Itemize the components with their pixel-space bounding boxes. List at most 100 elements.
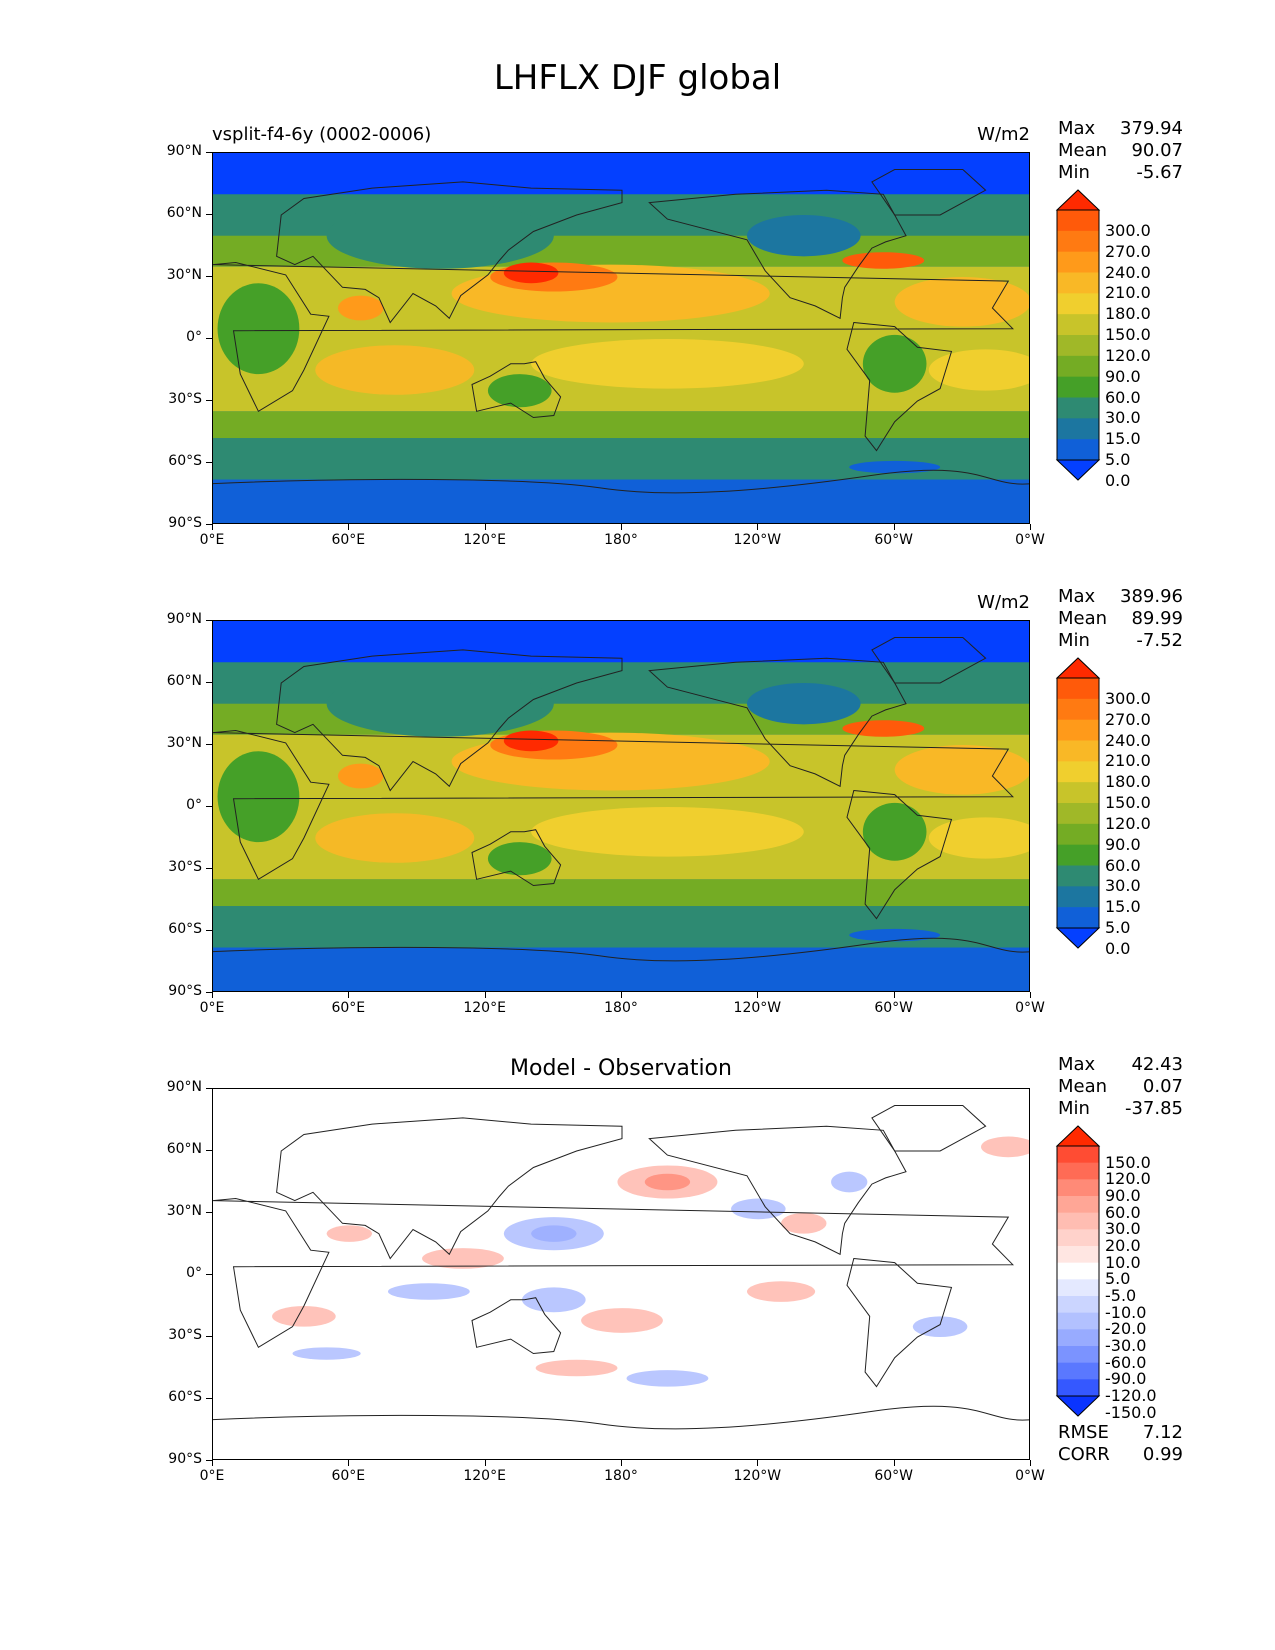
- colorbar-tick-label: 240.0: [1105, 262, 1151, 282]
- colorbar-extend-max: [1055, 657, 1101, 679]
- stat-label: Min: [1058, 1098, 1090, 1119]
- colorbar-tick-label: -90.0: [1105, 1369, 1147, 1389]
- tick-mark: [348, 992, 350, 998]
- colorbar-segment: [1057, 1279, 1099, 1297]
- colorbar: [1055, 1125, 1101, 1417]
- stat-value: 379.94: [1120, 118, 1183, 139]
- colorbar-segment: [1057, 803, 1099, 825]
- colorbar-segment: [1057, 1246, 1099, 1264]
- tick-mark: [206, 1150, 212, 1151]
- colorbar-extend-min: [1055, 1395, 1101, 1417]
- colorbar-segment: [1057, 1346, 1099, 1364]
- colorbar-segment: [1057, 355, 1099, 378]
- figure-title: LHFLX DJF global: [493, 58, 782, 98]
- tick-mark: [1030, 1460, 1031, 1466]
- colorbar-segment: [1057, 844, 1099, 866]
- units-label: W/m2: [977, 592, 1030, 613]
- stat-value: 90.07: [1131, 140, 1183, 161]
- colorbar-tick-label: 20.0: [1105, 1236, 1141, 1255]
- stat-row: Max 379.94: [1058, 118, 1183, 140]
- colorbar-tick-label: 270.0: [1105, 241, 1151, 261]
- lat-tick-label: 60°N: [166, 1141, 202, 1157]
- colorbar-tick-label: -5.0: [1105, 1286, 1137, 1305]
- tick-mark: [206, 620, 212, 621]
- stat-value: 42.43: [1131, 1054, 1183, 1075]
- stat-label: RMSE: [1058, 1422, 1109, 1443]
- lon-tick-label: 0°W: [1015, 532, 1045, 548]
- tick-mark: [1030, 524, 1031, 530]
- lat-tick-label: 0°: [186, 329, 202, 345]
- colorbar-segment: [1057, 210, 1099, 232]
- stat-label: Min: [1058, 162, 1090, 183]
- colorbar-tick-label: 0.0: [1105, 938, 1131, 958]
- colorbar-segment: [1057, 376, 1099, 398]
- tick-mark: [206, 930, 212, 931]
- lon-tick-label: 60°E: [331, 1000, 366, 1016]
- tick-mark: [757, 524, 759, 530]
- colorbar-segment: [1057, 1179, 1099, 1197]
- stats-box: Max 379.94 Mean 90.07 Min -5.67: [1058, 118, 1183, 184]
- lat-tick-label: 60°S: [168, 1389, 202, 1405]
- stat-value: 0.99: [1142, 1444, 1183, 1465]
- colorbar-tick-label: 210.0: [1105, 283, 1151, 303]
- lon-tick-label: 0°E: [199, 532, 225, 548]
- tick-mark: [206, 868, 212, 869]
- tick-mark: [206, 152, 212, 153]
- stats-box: Max 42.43 Mean 0.07 Min -37.85: [1058, 1054, 1183, 1120]
- colorbar-tick-label: 5.0: [1105, 918, 1131, 937]
- tick-mark: [206, 992, 212, 993]
- tick-mark: [206, 1212, 212, 1213]
- lat-tick-label: 30°N: [166, 1203, 202, 1219]
- tick-mark: [212, 992, 213, 998]
- lat-tick-label: 30°S: [168, 859, 202, 875]
- map-plot: [212, 152, 1030, 524]
- tick-mark: [206, 1336, 212, 1337]
- lat-tick-label: 30°N: [166, 267, 202, 283]
- colorbar-tick-label: 210.0: [1105, 751, 1151, 771]
- colorbar-segment: [1057, 314, 1099, 336]
- tick-mark: [206, 744, 212, 745]
- colorbar: [1055, 657, 1101, 949]
- tick-mark: [348, 524, 350, 530]
- colorbar-segment: [1057, 823, 1099, 846]
- colorbar-tick-label: 5.0: [1105, 450, 1131, 469]
- stat-label: Max: [1058, 1054, 1096, 1075]
- colorbar-tick-label: -150.0: [1105, 1402, 1157, 1422]
- colorbar-tick-label: -20.0: [1105, 1319, 1147, 1339]
- panel-title: Model - Observation: [510, 1056, 732, 1081]
- lon-tick-label: 120°W: [733, 532, 782, 548]
- tick-mark: [1030, 992, 1031, 998]
- tick-mark: [206, 400, 212, 401]
- colorbar-tick-label: 15.0: [1105, 897, 1141, 917]
- colorbar-tick-label: 240.0: [1105, 730, 1151, 750]
- lon-tick-label: 60°W: [874, 532, 913, 548]
- lat-tick-label: 0°: [186, 797, 202, 813]
- colorbar-segment: [1057, 1196, 1099, 1214]
- lat-tick-label: 90°S: [168, 515, 202, 531]
- colorbar-tick-label: 5.0: [1105, 1269, 1131, 1289]
- tick-mark: [757, 992, 759, 998]
- colorbar-tick-label: 10.0: [1105, 1252, 1141, 1272]
- tick-mark: [206, 524, 212, 525]
- stat-row: Max 389.96: [1058, 586, 1183, 608]
- stat-value: 389.96: [1120, 586, 1183, 607]
- colorbar-segment: [1057, 335, 1099, 357]
- lon-tick-label: 0°W: [1015, 1000, 1045, 1016]
- tick-mark: [206, 1398, 212, 1399]
- colorbar-segment: [1057, 782, 1099, 804]
- lat-tick-label: 30°S: [168, 1327, 202, 1343]
- colorbar-segment: [1057, 1229, 1099, 1247]
- tick-mark: [206, 276, 212, 277]
- lon-tick-label: 180°: [604, 1000, 638, 1016]
- lon-tick-label: 120°E: [463, 1000, 506, 1016]
- stat-row: Min -5.67: [1058, 162, 1183, 184]
- stat-row: Mean 90.07: [1058, 140, 1183, 162]
- stats-box: Max 389.96 Mean 89.99 Min -7.52: [1058, 586, 1183, 652]
- lon-tick-label: 60°E: [331, 532, 366, 548]
- lat-tick-label: 60°S: [168, 921, 202, 937]
- colorbar-segment: [1057, 1262, 1099, 1280]
- colorbar-tick-label: 270.0: [1105, 709, 1151, 729]
- stat-row: Min -7.52: [1058, 630, 1183, 652]
- tick-mark: [206, 1274, 212, 1275]
- colorbar-tick-label: 120.0: [1105, 1169, 1151, 1189]
